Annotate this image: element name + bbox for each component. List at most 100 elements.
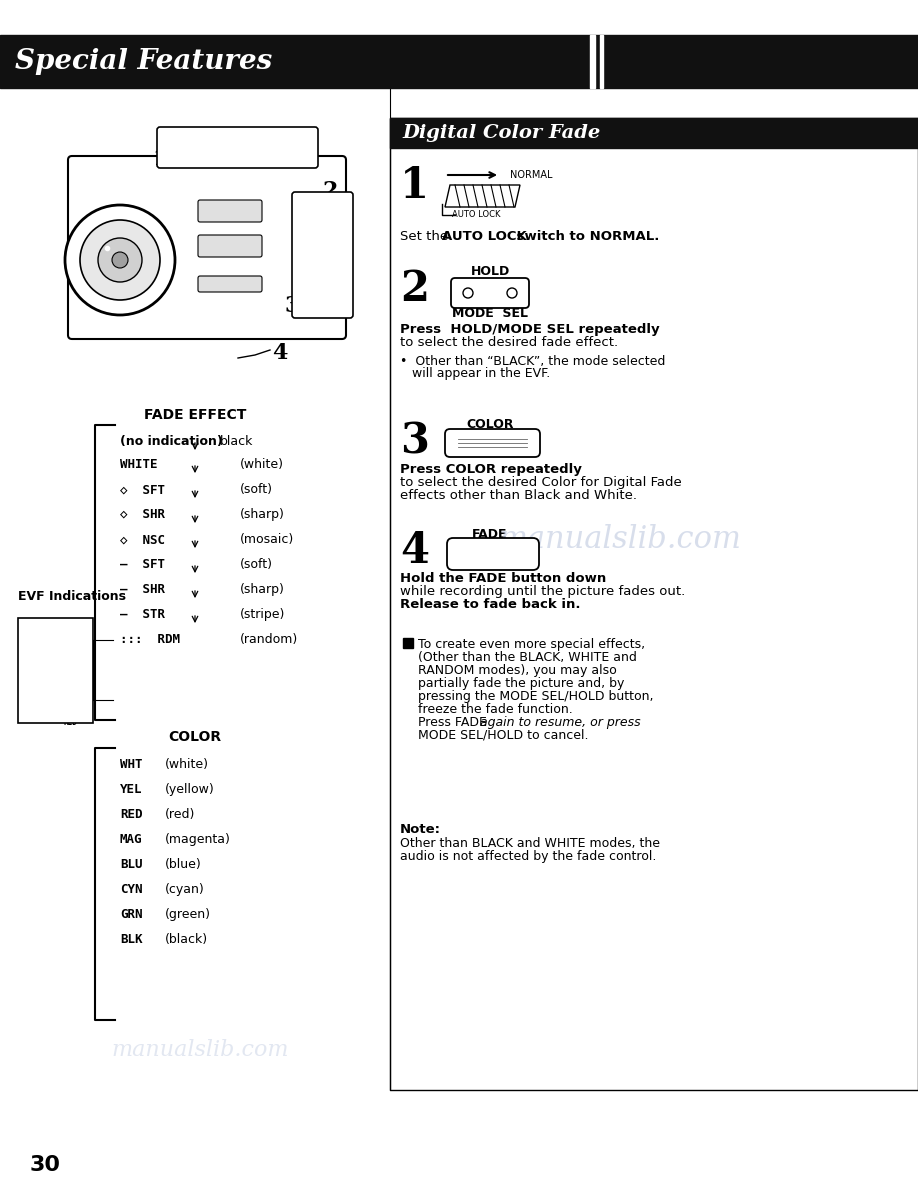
- Text: Release to fade back in.: Release to fade back in.: [400, 598, 580, 611]
- Text: —  STR: — STR: [120, 608, 165, 621]
- Text: AUTO LOCK: AUTO LOCK: [442, 230, 527, 244]
- Text: (stripe): (stripe): [240, 608, 285, 621]
- Circle shape: [112, 252, 128, 268]
- Text: (magenta): (magenta): [165, 833, 230, 846]
- Text: Press COLOR repeatedly: Press COLOR repeatedly: [400, 463, 582, 476]
- Text: (blue): (blue): [165, 858, 202, 871]
- Text: pressing the MODE SEL/HOLD button,: pressing the MODE SEL/HOLD button,: [418, 690, 654, 703]
- Text: YEL: YEL: [120, 783, 142, 796]
- Text: ◇SHR
RED: ◇SHR RED: [63, 708, 82, 727]
- Text: Note:: Note:: [400, 823, 441, 836]
- Text: (red): (red): [165, 808, 196, 821]
- Text: Set the: Set the: [400, 230, 453, 244]
- Text: NORMAL: NORMAL: [510, 170, 553, 181]
- Text: (white): (white): [165, 758, 209, 771]
- FancyBboxPatch shape: [198, 235, 262, 257]
- Text: :::  RDM: ::: RDM: [120, 633, 180, 646]
- Text: 3: 3: [400, 421, 429, 462]
- Text: CYN: CYN: [120, 883, 142, 896]
- Text: 1: 1: [400, 165, 429, 207]
- Text: —  SHR: — SHR: [120, 583, 165, 596]
- Text: (green): (green): [165, 908, 211, 921]
- Text: BLU: BLU: [120, 858, 142, 871]
- Text: 1: 1: [152, 148, 168, 170]
- Text: 4: 4: [400, 530, 429, 571]
- Text: freeze the fade function.: freeze the fade function.: [418, 703, 573, 716]
- Text: again to resume, or press: again to resume, or press: [480, 716, 641, 729]
- Text: MAG: MAG: [120, 833, 142, 846]
- Text: 2: 2: [322, 181, 338, 202]
- Bar: [590, 34, 595, 88]
- Text: ◇  NSC: ◇ NSC: [120, 533, 165, 546]
- Text: Digital Color Fade: Digital Color Fade: [402, 124, 600, 143]
- Bar: [0, 34, 918, 88]
- Text: MODE SEL/HOLD to cancel.: MODE SEL/HOLD to cancel.: [418, 729, 588, 742]
- Text: —  SFT: — SFT: [120, 558, 165, 571]
- Text: to select the desired fade effect.: to select the desired fade effect.: [400, 336, 618, 349]
- Text: EVF Indications: EVF Indications: [18, 590, 126, 604]
- Text: ◇  SHR: ◇ SHR: [120, 508, 165, 522]
- Text: 4: 4: [272, 342, 287, 364]
- Text: (mosaic): (mosaic): [240, 533, 295, 546]
- Text: Hold the FADE button down: Hold the FADE button down: [400, 571, 606, 584]
- Bar: [18, 618, 93, 723]
- FancyBboxPatch shape: [198, 200, 262, 222]
- Text: to select the desired Color for Digital Fade: to select the desired Color for Digital …: [400, 476, 682, 489]
- Text: (cyan): (cyan): [165, 883, 205, 896]
- Text: FADE: FADE: [472, 527, 508, 541]
- Text: switch to NORMAL.: switch to NORMAL.: [512, 230, 659, 244]
- Text: (no indication): (no indication): [120, 435, 223, 448]
- Text: Press  HOLD/MODE SEL repeatedly: Press HOLD/MODE SEL repeatedly: [400, 323, 660, 336]
- FancyBboxPatch shape: [445, 429, 540, 457]
- Text: manualslib.com: manualslib.com: [498, 524, 742, 556]
- Text: will appear in the EVF.: will appear in the EVF.: [412, 367, 550, 380]
- Text: Other than BLACK and WHITE modes, the: Other than BLACK and WHITE modes, the: [400, 838, 660, 849]
- Text: FADE EFFECT: FADE EFFECT: [144, 407, 246, 422]
- FancyBboxPatch shape: [292, 192, 353, 318]
- Text: GRN: GRN: [120, 908, 142, 921]
- Bar: [600, 34, 603, 88]
- Text: •  Other than “BLACK”, the mode selected: • Other than “BLACK”, the mode selected: [400, 355, 666, 368]
- Text: ◇  SFT: ◇ SFT: [120, 484, 165, 497]
- Text: AUTO LOCK: AUTO LOCK: [452, 210, 500, 219]
- Text: (Other than the BLACK, WHITE and: (Other than the BLACK, WHITE and: [418, 651, 637, 664]
- Text: (yellow): (yellow): [165, 783, 215, 796]
- Text: (black): (black): [165, 933, 208, 946]
- Text: effects other than Black and White.: effects other than Black and White.: [400, 489, 637, 503]
- Text: MODE  SEL: MODE SEL: [452, 307, 528, 320]
- Text: manualslib.com: manualslib.com: [111, 1040, 289, 1061]
- Text: (random): (random): [240, 633, 298, 646]
- Text: RANDOM modes), you may also: RANDOM modes), you may also: [418, 664, 617, 677]
- FancyBboxPatch shape: [451, 278, 529, 308]
- Text: (sharp): (sharp): [240, 508, 285, 522]
- Text: BLK: BLK: [120, 933, 142, 946]
- Text: (soft): (soft): [240, 558, 273, 571]
- FancyBboxPatch shape: [68, 156, 346, 339]
- Text: 30: 30: [30, 1155, 61, 1175]
- Bar: [390, 118, 918, 1091]
- Text: COLOR: COLOR: [466, 418, 514, 431]
- Circle shape: [98, 238, 142, 282]
- Text: audio is not affected by the fade control.: audio is not affected by the fade contro…: [400, 849, 656, 862]
- Polygon shape: [445, 185, 520, 207]
- Text: Special Features: Special Features: [15, 48, 273, 75]
- Bar: [403, 638, 413, 647]
- Text: while recording until the picture fades out.: while recording until the picture fades …: [400, 584, 685, 598]
- Text: 3: 3: [285, 295, 300, 317]
- Text: (white): (white): [240, 459, 284, 470]
- Text: COLOR: COLOR: [168, 729, 221, 744]
- Circle shape: [65, 206, 175, 315]
- FancyBboxPatch shape: [447, 538, 539, 570]
- FancyBboxPatch shape: [157, 127, 318, 168]
- Text: black: black: [220, 435, 253, 448]
- Text: HOLD: HOLD: [470, 265, 509, 278]
- Circle shape: [80, 220, 160, 301]
- Text: 2: 2: [400, 268, 429, 310]
- Text: RED: RED: [120, 808, 142, 821]
- Text: WHITE: WHITE: [120, 459, 158, 470]
- Text: To create even more special effects,: To create even more special effects,: [418, 638, 645, 651]
- Text: (soft): (soft): [240, 484, 273, 497]
- Text: Press FADE: Press FADE: [418, 716, 491, 729]
- Text: (sharp): (sharp): [240, 583, 285, 596]
- Text: WHT: WHT: [120, 758, 142, 771]
